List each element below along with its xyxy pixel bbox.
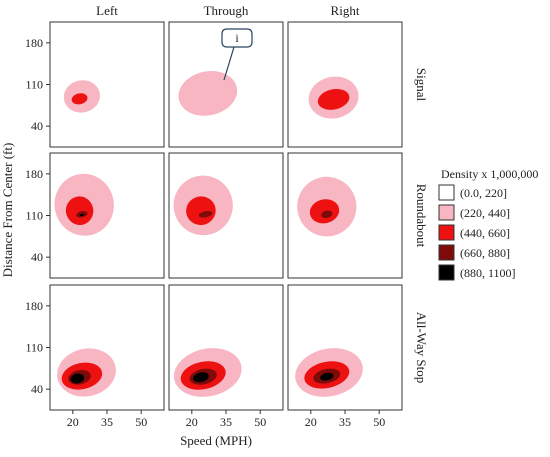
legend-label: (0.0, 220] bbox=[460, 186, 507, 200]
y-tick-label: 180 bbox=[25, 167, 43, 181]
x-tick-label: 20 bbox=[305, 415, 317, 429]
x-tick-label: 50 bbox=[373, 415, 385, 429]
density-r2-c2 bbox=[295, 348, 363, 397]
x-tick-label: 50 bbox=[135, 415, 147, 429]
column-strip-label: Right bbox=[331, 3, 360, 18]
legend-swatch bbox=[438, 224, 455, 241]
y-tick-label: 110 bbox=[25, 341, 43, 355]
x-axis-label: Speed (MPH) bbox=[180, 433, 252, 448]
axes: 40 40 40 110 110 110 180 180 180 20 20 20 35 35 35 50 50… bbox=[25, 36, 385, 429]
y-tick-label: 180 bbox=[25, 36, 43, 50]
density-r0-c0 bbox=[63, 80, 101, 113]
density-level-4 bbox=[193, 372, 209, 383]
density-level-2 bbox=[186, 196, 216, 226]
legend-label: (660, 880] bbox=[460, 246, 510, 260]
legend-title: Density x 1,000,000 bbox=[441, 167, 538, 181]
y-tick-label: 180 bbox=[25, 299, 43, 313]
y-tick-label: 40 bbox=[31, 250, 43, 264]
y-axis-label: Distance From Center (ft) bbox=[0, 143, 15, 278]
density-r1-c0 bbox=[54, 173, 114, 236]
legend-label: (880, 1100] bbox=[460, 266, 516, 280]
x-tick-label: 35 bbox=[101, 415, 113, 429]
legend-label: (220, 440] bbox=[460, 206, 510, 220]
y-tick-label: 40 bbox=[31, 382, 43, 396]
y-tick-label: 110 bbox=[25, 209, 43, 223]
x-tick-label: 20 bbox=[67, 415, 79, 429]
facet-strip-labels: Left Through Right Signal Roundabout All-Way … bbox=[96, 3, 429, 383]
panel-r0-c0 bbox=[49, 21, 165, 148]
y-tick-label: 110 bbox=[25, 78, 43, 92]
density-level-2 bbox=[71, 93, 88, 105]
facet-panels bbox=[49, 21, 403, 411]
legend-swatch bbox=[438, 184, 455, 201]
x-tick-label: 50 bbox=[254, 415, 266, 429]
density-r1-c2 bbox=[297, 176, 357, 237]
density-level-3 bbox=[198, 211, 213, 218]
column-strip-label: Through bbox=[204, 3, 249, 18]
x-tick-label: 35 bbox=[220, 415, 232, 429]
legend-swatch bbox=[438, 264, 455, 281]
density-level-4 bbox=[79, 213, 85, 216]
density-level-4 bbox=[70, 373, 85, 384]
density-level-1 bbox=[178, 71, 238, 116]
row-strip-label: Signal bbox=[414, 68, 429, 102]
density-r0-c2 bbox=[308, 76, 359, 119]
density-level-2 bbox=[317, 88, 350, 110]
density-r1-c1 bbox=[173, 175, 233, 236]
y-tick-label: 40 bbox=[31, 119, 43, 133]
density-r0-c1 bbox=[178, 71, 238, 116]
callout-label: i bbox=[235, 31, 239, 45]
density-level-3 bbox=[321, 210, 333, 219]
density-r2-c1 bbox=[173, 348, 242, 397]
legend: Density x 1,000,000 (0.0, 220] (220, 440] (… bbox=[438, 167, 538, 281]
legend-swatch bbox=[438, 244, 455, 261]
annotation-callout: i bbox=[221, 28, 253, 81]
legend-swatch bbox=[438, 204, 455, 221]
density-level-4 bbox=[320, 372, 334, 381]
callout-bubble bbox=[221, 28, 253, 81]
row-strip-label: Roundabout bbox=[414, 184, 429, 248]
density-level-2 bbox=[65, 196, 94, 225]
row-strip-label: All-Way Stop bbox=[414, 312, 429, 384]
legend-label: (440, 660] bbox=[460, 226, 510, 240]
density-r2-c0 bbox=[57, 348, 116, 397]
x-tick-label: 35 bbox=[339, 415, 351, 429]
x-tick-label: 20 bbox=[186, 415, 198, 429]
column-strip-label: Left bbox=[96, 3, 118, 18]
